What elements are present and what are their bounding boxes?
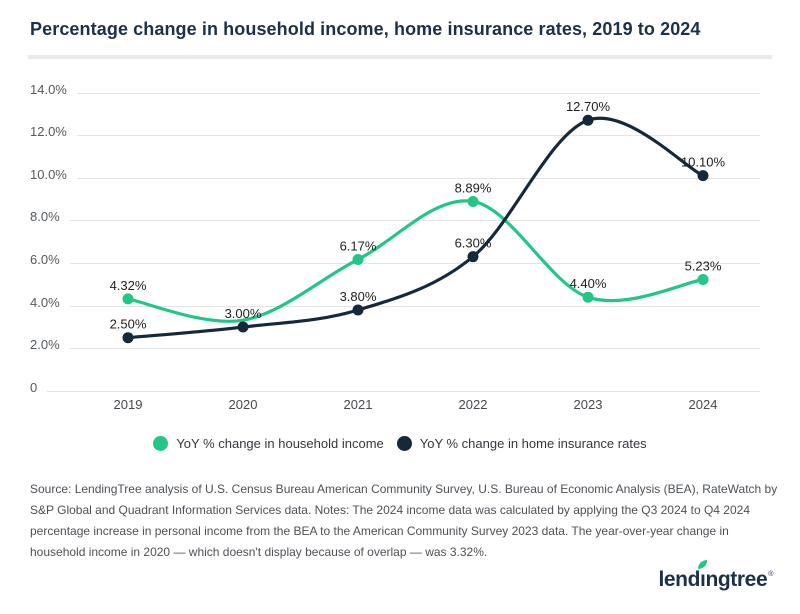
logo-text-part1: lend	[658, 568, 701, 591]
x-axis-tick-label: 2021	[343, 397, 373, 412]
data-point-label: 10.10%	[681, 155, 726, 170]
x-axis-tick-label: 2023	[573, 397, 603, 412]
data-point	[467, 195, 479, 207]
y-axis-tick-label: 8.0%	[30, 209, 60, 225]
legend-item-home-insurance: YoY % change in home insurance rates	[396, 436, 647, 451]
data-point	[352, 304, 364, 316]
gridline	[47, 391, 760, 392]
data-point	[122, 332, 134, 344]
title-divider	[28, 55, 772, 59]
logo-letter-i: ı	[698, 559, 708, 592]
y-axis-tick-label: 10.0%	[30, 166, 67, 182]
series-line-1	[126, 116, 705, 340]
gridline	[70, 348, 760, 350]
gridline	[77, 177, 760, 179]
data-point	[122, 293, 134, 305]
data-point-label: 5.23%	[685, 258, 722, 273]
legend-label-home-insurance: YoY % change in home insurance rates	[419, 436, 647, 451]
data-point-label: 6.30%	[455, 236, 492, 251]
data-point	[582, 291, 594, 303]
plot-svg: 4.32% 6.17% 8.89% 4.40% 5.23% 2.50% 3.00% 3.80%…	[110, 99, 726, 344]
gridline	[70, 263, 760, 265]
data-point-label: 2.50%	[110, 317, 147, 332]
data-point-label: 12.70%	[566, 99, 611, 114]
y-axis-tick-label: 6.0%	[30, 252, 60, 268]
data-point-label: 3.80%	[340, 289, 377, 304]
gridline	[70, 305, 760, 307]
chart-title: Percentage change in household income, h…	[30, 19, 701, 39]
chart-area: 14.0% 12.0% 10.0% 8.0% 6.0% 4.0% 2.0% 0 2019 2020…	[0, 75, 800, 420]
y-axis-tick-label: 2.0%	[30, 337, 60, 353]
x-axis-tick-label: 2022	[458, 397, 488, 412]
logo-text-part2: ngtree	[705, 568, 768, 591]
y-axis-tick-label: 4.0%	[30, 294, 60, 310]
data-point	[467, 251, 479, 263]
data-point	[237, 321, 249, 333]
y-axis-tick-label: 14.0%	[30, 81, 67, 97]
lendingtree-logo: lend ıngtree®	[658, 559, 773, 592]
source-note: Source: LendingTree analysis of U.S. Cen…	[30, 482, 778, 559]
legend-dot-home-insurance	[396, 436, 412, 451]
data-point-label: 6.17%	[340, 238, 377, 253]
y-axis-tick-label: 0	[30, 380, 38, 395]
data-point	[582, 114, 594, 126]
legend-item-household-income: YoY % change in household income	[153, 436, 384, 451]
data-point-label: 4.40%	[570, 276, 607, 291]
series-line-0	[126, 199, 705, 323]
x-axis-tick-label: 2019	[113, 397, 143, 412]
data-point	[697, 273, 709, 285]
x-axis-tick-label: 2020	[228, 397, 258, 412]
data-point-label: 8.89%	[455, 180, 492, 195]
data-point	[697, 170, 709, 182]
chart-legend: YoY % change in household income YoY % c…	[0, 436, 800, 451]
x-axis-tick-label: 2024	[688, 397, 718, 412]
data-point-label: 4.32%	[110, 278, 147, 293]
gridline	[77, 135, 760, 137]
legend-label-household-income: YoY % change in household income	[176, 436, 384, 451]
registered-mark: ®	[768, 571, 773, 578]
data-point	[352, 253, 364, 265]
y-axis-tick-label: 12.0%	[30, 124, 67, 140]
gridline	[77, 92, 760, 94]
legend-dot-household-income	[153, 436, 169, 451]
data-point-label: 3.00%	[225, 306, 262, 321]
